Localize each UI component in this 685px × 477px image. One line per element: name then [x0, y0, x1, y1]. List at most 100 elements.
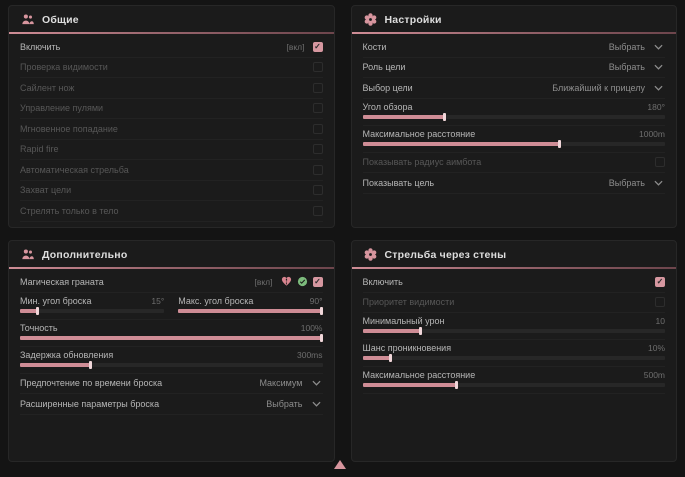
setting-row-toggle: Захват цели	[20, 181, 323, 201]
panel-title: Стрельба через стены	[384, 248, 507, 261]
setting-label: Роль цели	[362, 62, 406, 73]
setting-row-select: Роль цели Выбрать	[362, 58, 665, 78]
slider[interactable]	[178, 306, 323, 315]
setting-row-slider: Максимальное расстояние 1000m	[362, 126, 666, 153]
slider[interactable]	[362, 112, 665, 121]
toggle-controls	[312, 144, 323, 155]
setting-row-toggle: Мгновенное попадание	[20, 119, 323, 140]
checkbox[interactable]: ✓	[312, 41, 323, 52]
setting-label: Макс. угол броска	[178, 295, 254, 306]
setting-label: Приоритет видимости	[362, 297, 455, 308]
slider-header: Максимальное расстояние 1000m	[363, 129, 666, 139]
setting-label: Включить	[20, 41, 61, 52]
setting-row-select: Расширенные параметры броска Выбрать	[20, 394, 323, 415]
slider-handle[interactable]	[36, 306, 40, 315]
setting-row-toggle: Сайлент нож	[20, 78, 323, 99]
setting-label: Мин. угол броска	[20, 295, 92, 306]
setting-row-toggle: Проверка видимости	[20, 58, 323, 78]
checkbox[interactable]	[312, 82, 323, 93]
panel-header: Дополнительно	[9, 241, 334, 267]
slider-handle[interactable]	[319, 333, 323, 342]
chevron-down-icon	[311, 398, 323, 409]
slider-group: Угол обзора 180°	[362, 101, 665, 121]
header-divider	[9, 32, 334, 34]
toggle-controls	[312, 205, 323, 216]
dropdown[interactable]: Выбрать	[609, 62, 665, 73]
checkbox[interactable]	[312, 185, 323, 196]
panel-body: Магическая граната [вкл] ✓ Мин. угол броска…	[9, 269, 334, 415]
setting-label: Захват цели	[20, 185, 72, 196]
panel-wallbang: Стрельба через стены Включить ✓ Приоритет …	[350, 240, 677, 462]
slider-handle[interactable]	[455, 381, 459, 389]
setting-label: Стрелять только в тело	[20, 205, 119, 216]
dropdown-value: Максимум	[259, 378, 303, 389]
dropdown[interactable]: Выбрать	[266, 398, 322, 409]
slider-fill	[362, 356, 390, 360]
setting-row-toggle: Управление пулями	[20, 99, 323, 119]
slider[interactable]	[362, 354, 665, 362]
slider-handle[interactable]	[388, 354, 392, 362]
setting-label: Автоматическая стрельба	[20, 164, 129, 175]
panel-additional: Дополнительно Магическая граната [вкл] ✓ Ми…	[8, 240, 335, 462]
toggle-controls	[312, 123, 323, 134]
setting-label: Магическая граната	[20, 276, 104, 287]
slider[interactable]	[362, 381, 665, 389]
chevron-down-icon	[654, 82, 665, 93]
setting-label: Мгновенное попадание	[20, 123, 118, 134]
panel-header: Стрельба через стены	[352, 241, 677, 267]
setting-label: Максимальное расстояние	[362, 128, 476, 139]
slider-handle[interactable]	[558, 139, 562, 148]
slider-header: Задержка обновления 300ms	[20, 350, 323, 360]
setting-label: Угол обзора	[362, 101, 413, 112]
setting-row-slider: Максимальное расстояние 500m	[362, 367, 665, 394]
dropdown-value: Выбрать	[266, 398, 303, 409]
dropdown[interactable]: Максимум	[259, 378, 322, 389]
slider-handle[interactable]	[443, 112, 447, 121]
slider-handle[interactable]	[319, 306, 323, 315]
chevron-down-icon	[654, 41, 665, 52]
dropdown-value: Выбрать	[608, 41, 645, 52]
checkbox[interactable]: ✓	[655, 276, 665, 287]
checkbox[interactable]	[312, 144, 323, 155]
header-divider	[351, 267, 676, 269]
users-icon	[21, 248, 34, 261]
dropdown[interactable]: Выбрать	[609, 41, 665, 52]
setting-label: Задержка обновления	[20, 349, 114, 360]
slider[interactable]	[362, 327, 665, 335]
checkbox[interactable]	[312, 62, 323, 73]
checkbox[interactable]	[312, 103, 323, 114]
setting-label: Минимальный урон	[362, 316, 445, 326]
checkbox[interactable]	[655, 157, 665, 168]
dropdown[interactable]: Выбрать	[609, 177, 665, 188]
setting-row-toggle: Магическая граната [вкл] ✓	[20, 272, 323, 293]
checkbox[interactable]	[312, 123, 323, 134]
keybind-tag[interactable]: [вкл]	[286, 41, 305, 52]
panel-body: Включить [вкл] ✓ Проверка видимости Сайлент …	[9, 34, 334, 222]
slider[interactable]	[20, 360, 323, 369]
checkbox[interactable]	[312, 205, 323, 216]
toggle-controls: ✓	[655, 276, 665, 287]
slider-group: Максимальное расстояние 1000m	[362, 129, 666, 148]
checkbox[interactable]	[655, 297, 665, 308]
slider[interactable]	[20, 306, 165, 315]
broken-heart-icon[interactable]	[281, 276, 292, 287]
setting-row-toggle: Приоритет видимости	[362, 293, 665, 313]
setting-row-select: Показывать цель Выбрать	[362, 173, 665, 194]
checkbox[interactable]	[312, 164, 323, 175]
check-circle-icon[interactable]	[297, 276, 308, 287]
slider-group: Шанс проникновения 10%	[362, 343, 665, 362]
chevron-down-icon	[654, 177, 665, 188]
slider-handle[interactable]	[88, 360, 92, 369]
panel-general: Общие Включить [вкл] ✓ Проверка видимости Са…	[8, 5, 335, 228]
setting-label: Включить	[362, 276, 403, 287]
keybind-tag[interactable]: [вкл]	[254, 276, 273, 287]
checkbox[interactable]: ✓	[312, 276, 323, 287]
slider-fill	[362, 329, 420, 333]
setting-row-slider: Минимальный урон 10	[362, 313, 665, 340]
setting-row-slider: Шанс проникновения 10%	[362, 340, 665, 367]
slider[interactable]	[362, 139, 665, 148]
slider-handle[interactable]	[418, 327, 422, 335]
dropdown[interactable]: Ближайший к прицелу	[552, 82, 665, 93]
slider[interactable]	[20, 333, 323, 342]
